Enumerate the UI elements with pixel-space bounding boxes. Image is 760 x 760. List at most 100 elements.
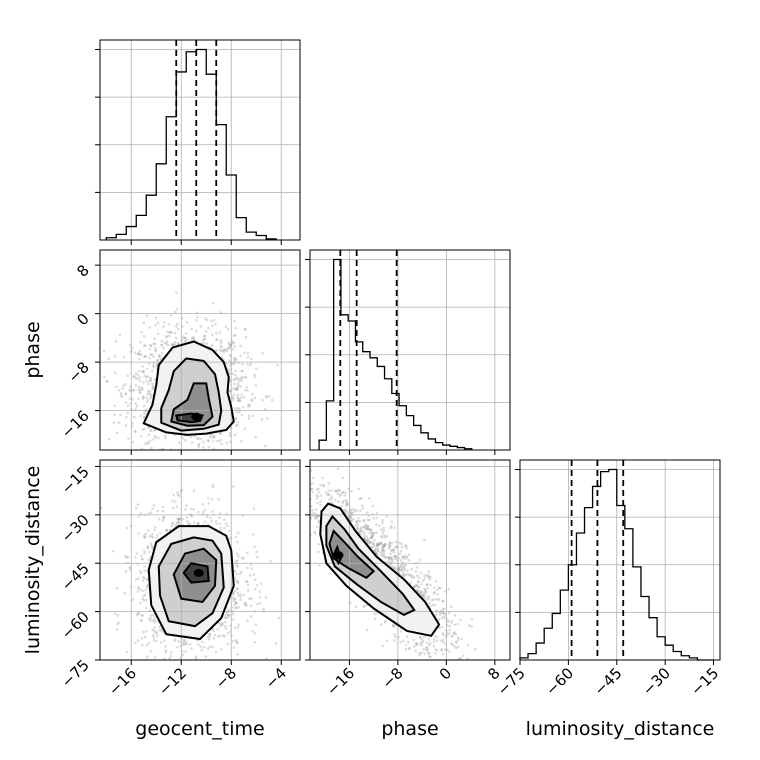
sample-point — [136, 352, 140, 356]
sample-point — [315, 515, 318, 518]
sample-point — [256, 555, 259, 559]
sample-point — [244, 376, 248, 379]
sample-point — [140, 571, 143, 575]
sample-point — [379, 541, 383, 545]
sample-point — [122, 384, 125, 387]
sample-point — [234, 373, 237, 377]
sample-point — [243, 375, 246, 379]
sample-point — [196, 315, 199, 319]
sample-point — [131, 398, 134, 401]
sample-point — [366, 537, 370, 541]
sample-point — [363, 536, 366, 539]
sample-point — [146, 442, 150, 445]
sample-point — [384, 556, 388, 560]
sample-point — [148, 362, 151, 365]
sample-point — [350, 489, 353, 493]
sample-point — [456, 645, 460, 649]
sample-point — [316, 495, 320, 498]
sample-point — [370, 530, 373, 534]
sample-point — [381, 550, 384, 554]
sample-point — [431, 603, 435, 607]
sample-point — [226, 642, 230, 646]
sample-point — [151, 369, 154, 373]
sample-point — [415, 583, 419, 587]
sample-point — [158, 628, 161, 632]
sample-point — [250, 615, 253, 618]
sample-point — [157, 436, 160, 440]
sample-point — [177, 327, 180, 331]
sample-point — [236, 388, 239, 391]
sample-point — [168, 334, 171, 338]
sample-point — [161, 447, 165, 450]
sample-point — [382, 526, 385, 530]
sample-point — [392, 548, 395, 552]
sample-point — [236, 420, 240, 424]
sample-point — [381, 545, 385, 549]
sample-point — [149, 394, 153, 398]
sample-point — [376, 549, 380, 552]
sample-point — [405, 546, 408, 550]
sample-point — [393, 567, 397, 571]
sample-point — [227, 346, 230, 350]
sample-point — [252, 533, 255, 536]
sample-point — [128, 565, 131, 569]
sample-point — [370, 536, 373, 540]
sample-point — [393, 555, 396, 558]
sample-point — [422, 635, 426, 638]
sample-point — [149, 396, 152, 400]
sample-point — [371, 534, 375, 537]
sample-point — [142, 395, 145, 398]
sample-point — [146, 529, 150, 532]
sample-point — [223, 634, 226, 638]
sample-point — [407, 553, 411, 557]
sample-point — [441, 652, 445, 656]
sample-point — [440, 639, 443, 643]
sample-point — [388, 542, 391, 545]
sample-point — [149, 376, 152, 380]
sample-point — [147, 617, 151, 620]
sample-point — [446, 633, 449, 637]
sample-point — [162, 517, 165, 520]
sample-point — [450, 642, 453, 645]
sample-point — [423, 652, 426, 655]
sample-point — [145, 379, 148, 383]
sample-point — [150, 544, 153, 547]
sample-point — [419, 642, 422, 645]
sample-point — [406, 569, 409, 573]
sample-point — [207, 326, 210, 330]
sample-point — [392, 548, 396, 552]
sample-point — [161, 509, 165, 513]
sample-point — [154, 323, 157, 327]
sample-point — [217, 440, 221, 443]
sample-point — [460, 637, 463, 641]
sample-point — [176, 521, 179, 524]
sample-point — [373, 548, 376, 552]
sample-point — [236, 540, 240, 544]
sample-point — [147, 641, 151, 645]
sample-point — [118, 333, 122, 336]
sample-point — [177, 342, 180, 346]
sample-point — [380, 547, 384, 550]
sample-point — [389, 526, 393, 530]
sample-point — [124, 382, 127, 386]
sample-point — [310, 517, 313, 520]
sample-point — [385, 534, 389, 538]
sample-point — [215, 522, 218, 526]
sample-point — [375, 544, 379, 547]
sample-point — [125, 415, 128, 419]
sample-point — [153, 618, 156, 622]
sample-point — [144, 354, 147, 358]
sample-point — [377, 524, 381, 528]
sample-point — [144, 532, 147, 536]
sample-point — [213, 633, 217, 637]
sample-point — [236, 652, 239, 656]
sample-point — [262, 607, 265, 611]
sample-point — [390, 557, 394, 561]
sample-point — [407, 558, 411, 562]
sample-point — [145, 629, 148, 633]
sample-point — [206, 439, 210, 442]
sample-point — [169, 313, 173, 317]
sample-point — [468, 624, 471, 627]
sample-point — [174, 336, 178, 340]
sample-point — [142, 534, 146, 538]
